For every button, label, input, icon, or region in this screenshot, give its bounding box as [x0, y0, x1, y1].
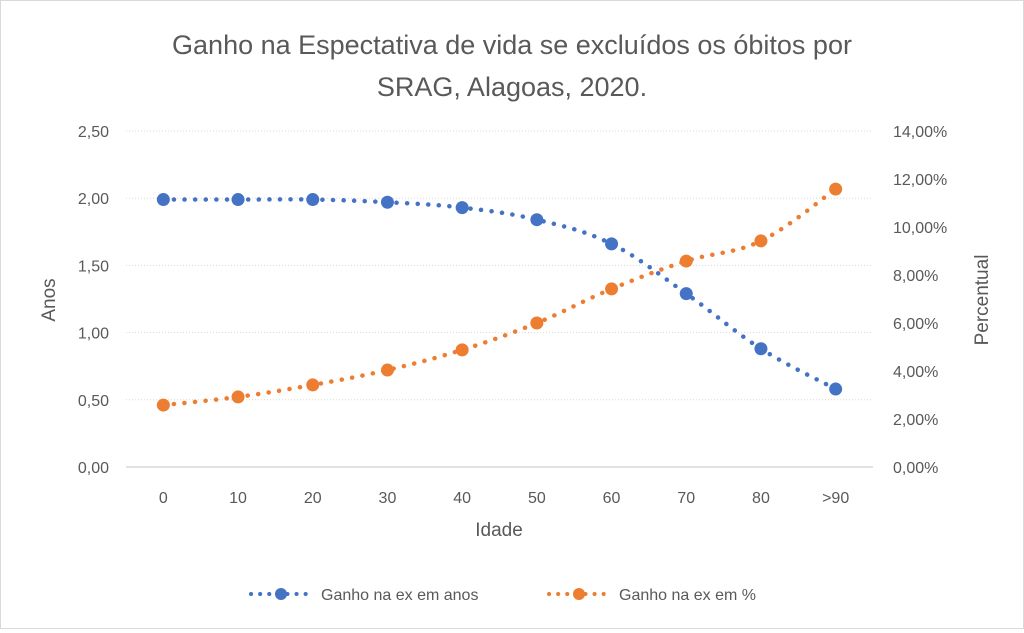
x-tick-label: 30 [379, 490, 397, 507]
y2-tick-label: 14,00% [893, 124, 947, 141]
data-point[interactable] [231, 390, 245, 404]
data-point[interactable] [754, 342, 768, 356]
data-point[interactable] [679, 287, 693, 301]
series-percent [156, 182, 843, 412]
data-point[interactable] [754, 234, 768, 248]
series-anos [156, 193, 843, 396]
x-tick-label: >90 [822, 490, 849, 507]
series-line [161, 197, 838, 392]
y2-tick-label: 10,00% [893, 220, 947, 237]
x-tick-label: 20 [304, 490, 322, 507]
legend-label-percent: Ganho na ex em % [619, 587, 756, 604]
y-axis-title: Anos [39, 278, 60, 321]
data-point[interactable] [679, 254, 693, 268]
data-point[interactable] [231, 193, 245, 207]
data-point[interactable] [380, 363, 394, 377]
data-point[interactable] [455, 201, 469, 215]
x-tick-label: 0 [159, 490, 168, 507]
data-point[interactable] [306, 378, 320, 392]
data-point[interactable] [829, 182, 843, 196]
y-tick-label: 1,00 [78, 326, 109, 343]
data-point[interactable] [380, 195, 394, 209]
y-tick-label: 1,50 [78, 258, 109, 275]
data-point[interactable] [530, 213, 544, 227]
legend: Ganho na ex em anos Ganho na ex em % [249, 587, 756, 604]
x-tick-label: 60 [603, 490, 621, 507]
y2-tick-label: 4,00% [893, 364, 938, 381]
legend-label-anos: Ganho na ex em anos [321, 587, 478, 604]
y-tick-label: 0,50 [78, 393, 109, 410]
y2-tick-label: 6,00% [893, 316, 938, 333]
x-tick-label: 40 [453, 490, 471, 507]
x-tick-label: 80 [752, 490, 770, 507]
y2-tick-label: 12,00% [893, 172, 947, 189]
data-point[interactable] [156, 193, 170, 207]
series-line [161, 186, 838, 408]
y-axis-left-ticks: 0,00 0,50 1,00 1,50 2,00 2,50 [78, 124, 109, 477]
data-point[interactable] [306, 193, 320, 207]
y2-axis-title: Percentual [972, 255, 993, 346]
x-tick-label: 10 [229, 490, 247, 507]
gridlines [126, 130, 873, 468]
data-point[interactable] [530, 316, 544, 330]
x-axis-title: Idade [475, 520, 523, 541]
legend-item-anos[interactable]: Ganho na ex em anos [249, 587, 478, 604]
y-tick-label: 2,00 [78, 191, 109, 208]
legend-item-percent[interactable]: Ganho na ex em % [547, 587, 756, 604]
data-point[interactable] [605, 282, 619, 296]
x-tick-label: 70 [677, 490, 695, 507]
series-layer [156, 182, 843, 412]
data-point[interactable] [156, 398, 170, 412]
legend-marker-anos [275, 588, 287, 600]
y-axis-right-ticks: 0,00% 2,00% 4,00% 6,00% 8,00% 10,00% 12,00% 14,… [893, 124, 947, 477]
y-tick-label: 0,00 [78, 460, 109, 477]
y2-tick-label: 2,00% [893, 412, 938, 429]
legend-marker-percent [573, 588, 585, 600]
chart-title-line-2: SRAG, Alagoas, 2020. [377, 72, 647, 102]
y-tick-label: 2,50 [78, 124, 109, 141]
y2-tick-label: 0,00% [893, 460, 938, 477]
y2-tick-label: 8,00% [893, 268, 938, 285]
x-tick-label: 50 [528, 490, 546, 507]
data-point[interactable] [605, 237, 619, 251]
data-point[interactable] [455, 343, 469, 357]
chart-title-line-1: Ganho na Espectativa de vida se excluído… [172, 30, 852, 60]
data-point[interactable] [829, 382, 843, 396]
x-axis-ticks: 0 10 20 30 40 50 60 70 80 >90 [159, 490, 849, 507]
